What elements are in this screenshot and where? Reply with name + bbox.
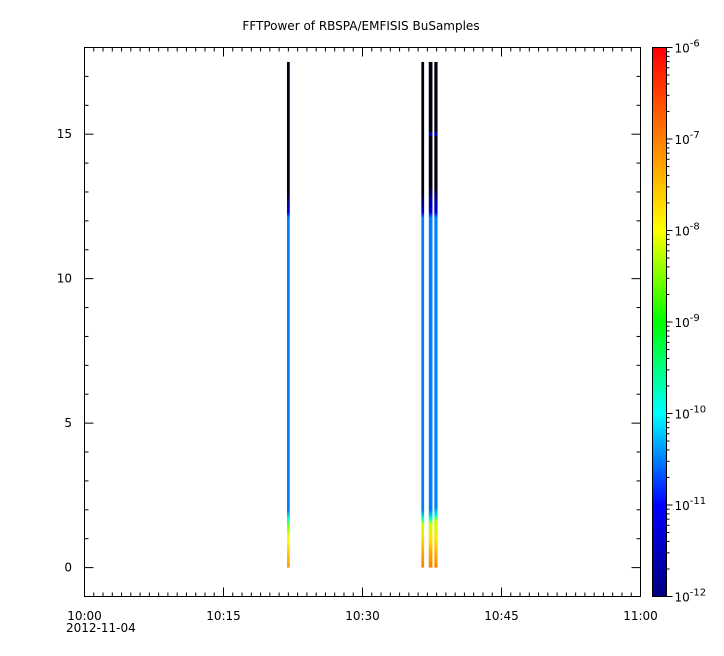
x-tick-label: 10:15 xyxy=(206,609,241,623)
colorbar-axis: 10-12 10-11 10-10 10-9 10-8 10-7 10-6 xyxy=(666,39,707,605)
colorbar-tick-label: 10-11 xyxy=(675,496,707,513)
y-tick-label: 15 xyxy=(57,127,72,141)
y-tick-label: 5 xyxy=(64,416,72,430)
colorbar-tick-label: 10-9 xyxy=(675,313,700,330)
x-axis: 10:00 10:15 10:30 10:45 11:00 xyxy=(67,47,658,623)
x-tick-label: 10:00 xyxy=(67,609,102,623)
colorbar-tick-label: 10-6 xyxy=(675,39,700,56)
x-tick-label: 10:45 xyxy=(484,609,519,623)
x-tick-label: 11:00 xyxy=(623,609,658,623)
spectrogram-strip xyxy=(286,61,290,568)
y-tick-label: 10 xyxy=(57,272,72,286)
spectrogram-strips xyxy=(286,61,438,568)
y-axis: 0 5 10 15 xyxy=(57,47,641,597)
plot-area xyxy=(84,47,641,597)
colorbar-tick-label: 10-10 xyxy=(675,405,707,422)
colorbar-tick-label: 10-12 xyxy=(675,588,707,605)
spectrogram-strip xyxy=(421,61,425,568)
x-tick-label: 10:30 xyxy=(345,609,380,623)
colorbar-tick-label: 10-8 xyxy=(675,222,700,239)
spectrogram-strip xyxy=(434,61,438,568)
chart-title: FFTPower of RBSPA/EMFISIS BuSamples xyxy=(242,19,479,33)
x-date-label: 2012-11-04 xyxy=(66,621,136,635)
colorbar-tick-label: 10-7 xyxy=(675,130,700,147)
colorbar xyxy=(652,47,667,597)
spectrogram-strip xyxy=(428,61,433,568)
y-tick-label: 0 xyxy=(64,561,72,575)
